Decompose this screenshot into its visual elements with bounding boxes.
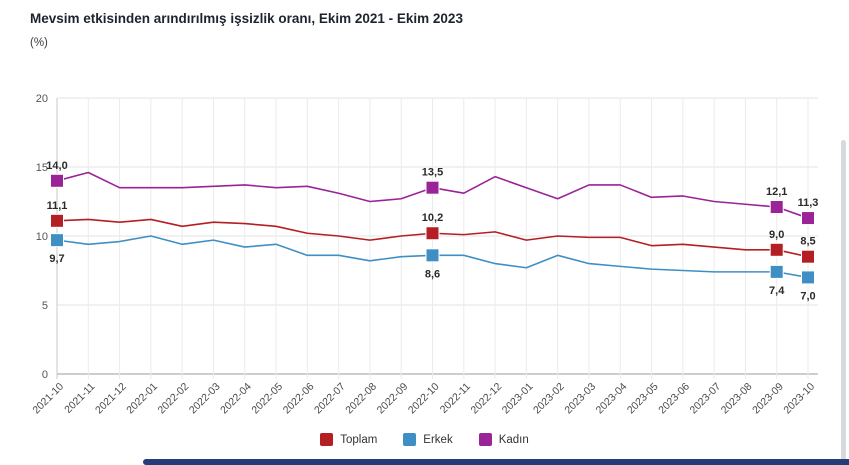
y-axis-tick-label: 15 [36, 162, 48, 174]
x-axis-tick-label: 2022-05 [249, 381, 285, 417]
data-point-label: 13,5 [422, 167, 443, 179]
y-axis-tick-label: 5 [42, 300, 48, 312]
legend-item-erkek[interactable]: Erkek [403, 433, 453, 446]
x-axis-tick-label: 2023-05 [625, 381, 661, 417]
x-axis-tick-label: 2023-01 [500, 381, 536, 417]
data-point-label: 8,6 [425, 268, 440, 280]
data-point-label: 14,0 [46, 160, 67, 172]
y-axis-tick-label: 20 [36, 93, 48, 105]
data-point-marker-erkek[interactable] [769, 264, 784, 279]
data-point-marker-erkek[interactable] [425, 248, 440, 263]
x-axis-tick-label: 2023-03 [562, 381, 598, 417]
erkek-swatch-icon [403, 433, 417, 446]
legend-label-toplam: Toplam [340, 433, 378, 446]
x-axis-tick-label: 2022-08 [343, 381, 379, 417]
toplam-swatch-icon [320, 433, 334, 446]
y-axis-tick-label: 0 [42, 369, 48, 381]
x-axis-tick-label: 2022-04 [218, 381, 254, 417]
x-axis-tick-label: 2021-12 [93, 381, 129, 417]
data-point-marker-toplam[interactable] [50, 213, 64, 228]
data-point-marker-kadın[interactable] [801, 211, 815, 226]
chart-title: Mevsim etkisinden arındırılmış işsizlik … [30, 11, 463, 26]
x-axis-tick-label: 2022-11 [438, 381, 473, 416]
data-point-label: 11,1 [47, 200, 68, 212]
data-point-marker-toplam[interactable] [801, 249, 815, 264]
x-axis-tick-label: 2021-10 [30, 381, 66, 417]
data-point-marker-erkek[interactable] [50, 233, 64, 248]
legend-label-erkek: Erkek [423, 433, 453, 446]
x-axis-tick-label: 2022-12 [468, 381, 504, 417]
kadin-swatch-icon [478, 433, 492, 446]
x-axis-tick-label: 2023-10 [781, 381, 817, 417]
data-point-label: 8,5 [800, 236, 815, 248]
data-point-label: 11,3 [798, 197, 819, 209]
horizontal-scrollbar[interactable] [143, 459, 849, 465]
y-axis-tick-label: 10 [36, 231, 48, 243]
unit-label: (%) [30, 37, 48, 49]
x-axis-tick-label: 2023-09 [750, 381, 786, 417]
vertical-scrollbar[interactable] [841, 140, 846, 465]
x-axis-tick-label: 2022-02 [156, 381, 192, 417]
data-point-label: 7,4 [769, 285, 785, 297]
data-point-marker-toplam[interactable] [425, 226, 440, 241]
data-point-marker-toplam[interactable] [769, 242, 784, 257]
x-axis-tick-label: 2023-08 [719, 381, 755, 417]
data-point-label: 9,0 [769, 229, 784, 241]
x-axis-tick-label: 2023-04 [594, 381, 630, 417]
data-point-label: 7,0 [800, 290, 815, 302]
legend-item-kadin[interactable]: Kadın [478, 433, 529, 446]
x-axis-tick-label: 2023-06 [656, 381, 692, 417]
x-axis-tick-label: 2022-03 [187, 381, 223, 417]
data-point-label: 12,1 [766, 186, 787, 198]
data-point-marker-erkek[interactable] [801, 270, 815, 285]
x-axis-tick-label: 2022-07 [312, 381, 348, 417]
legend-label-kadin: Kadın [498, 433, 529, 446]
x-axis-tick-label: 2022-09 [375, 381, 411, 417]
data-point-marker-kadın[interactable] [50, 173, 64, 188]
legend-item-toplam[interactable]: Toplam [320, 433, 377, 446]
x-axis-tick-label: 2022-01 [124, 381, 160, 417]
data-point-marker-kadın[interactable] [769, 200, 784, 215]
chart-legend: Toplam Erkek Kadın [0, 433, 849, 446]
data-point-label: 9,7 [49, 253, 64, 265]
x-axis-tick-label: 2023-02 [531, 381, 567, 417]
x-axis-tick-label: 2021-11 [62, 381, 97, 416]
data-point-label: 10,2 [422, 212, 443, 224]
x-axis-tick-label: 2022-06 [281, 381, 317, 417]
x-axis-tick-label: 2023-07 [688, 381, 724, 417]
data-point-marker-kadın[interactable] [425, 180, 440, 195]
x-axis-tick-label: 2022-10 [406, 381, 442, 417]
